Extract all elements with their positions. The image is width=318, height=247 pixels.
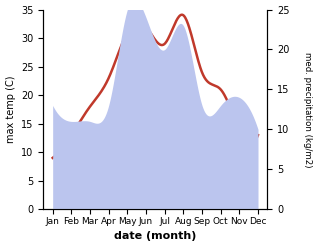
- Y-axis label: max temp (C): max temp (C): [5, 76, 16, 143]
- Y-axis label: med. precipitation (kg/m2): med. precipitation (kg/m2): [303, 52, 313, 167]
- X-axis label: date (month): date (month): [114, 231, 197, 242]
